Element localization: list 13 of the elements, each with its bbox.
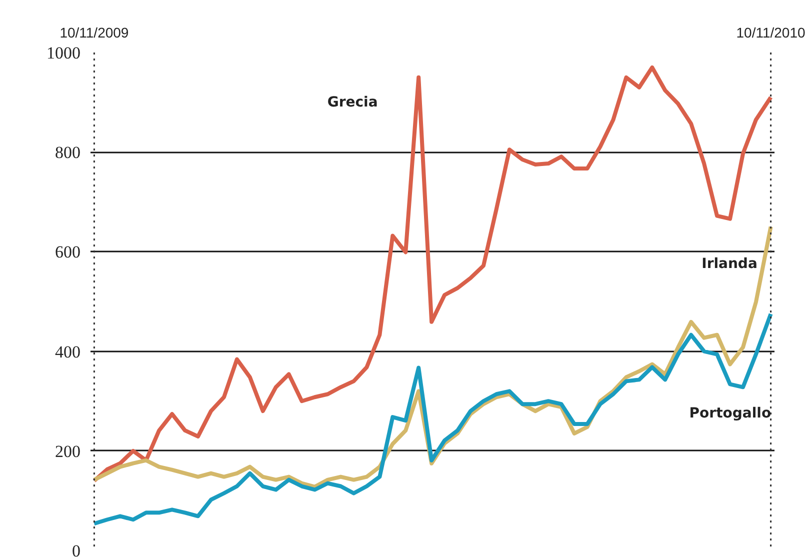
- annotation: Grecia: [327, 94, 378, 110]
- x-tick-label: 10/11/2010: [736, 24, 806, 40]
- line-series: [92, 312, 773, 526]
- annotation: Portogallo: [689, 406, 772, 422]
- y-tick-label: 200: [55, 442, 80, 461]
- y-tick-label: 400: [55, 342, 80, 362]
- y-tick-label: 800: [55, 143, 80, 162]
- annotation: Irlanda: [702, 256, 758, 272]
- line-series: [92, 65, 773, 483]
- y-tick-label: 0: [72, 542, 80, 560]
- y-tick-label: 1000: [46, 44, 80, 62]
- x-tick-label: 10/11/2009: [60, 24, 129, 40]
- y-tick-label: 600: [55, 242, 80, 262]
